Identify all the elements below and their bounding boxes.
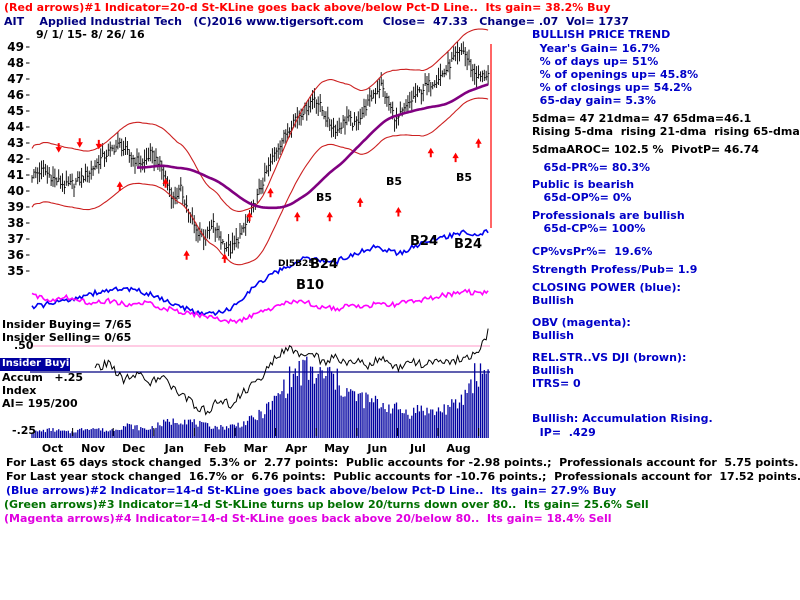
svg-text:B24: B24 (310, 257, 338, 272)
svg-text:38: 38 (7, 216, 24, 230)
itrs-value: ITRS= 0 (532, 377, 581, 390)
upper-band (31, 28, 489, 212)
level-neg25-label: -.25 (12, 424, 37, 437)
svg-text:48: 48 (7, 56, 24, 70)
svg-text:43: 43 (7, 136, 24, 150)
level-lines (30, 345, 490, 373)
svg-text:47: 47 (7, 72, 24, 86)
svg-text:39: 39 (7, 200, 24, 214)
svg-text:41: 41 (7, 168, 24, 182)
index-label: Index (2, 384, 37, 397)
svg-text:B5: B5 (316, 191, 332, 204)
green-arrows-signal-legend: (Green arrows)#3 Indicator=14-d St-KLine… (4, 498, 649, 511)
obv-header: OBV (magenta): (532, 316, 631, 329)
strength-ratio: Strength Profess/Pub= 1.9 (532, 263, 698, 276)
ticker-info-line: AIT Applied Industrial Tech (C)2016 www.… (4, 15, 629, 28)
red-arrows-signal-legend: (Red arrows)#1 Indicator=20-d St-KLine g… (4, 1, 611, 14)
blue-arrows-signal-legend: (Blue arrows)#2 Indicator=14-d St-KLine … (6, 484, 617, 497)
years-gain: Year's Gain= 16.7% (532, 42, 660, 55)
pct-closings-up: % of closings up= 54.2% (532, 81, 692, 94)
svg-text:36: 36 (7, 248, 24, 262)
cp-vs-pr: CP%vsPr%= 19.6% (532, 245, 653, 258)
svg-text:B24: B24 (454, 237, 482, 252)
relstr-state: Bullish (532, 364, 574, 377)
price-bars (31, 41, 490, 259)
price-axis-labels: 49 48 47 46 45 44 43 42 41 40 39 38 37 36 35 (7, 40, 30, 278)
relstr-header: REL.STR..VS DJI (brown): (532, 351, 687, 364)
obv-state: Bullish (532, 329, 574, 342)
public-sentiment: Public is bearish (532, 178, 635, 191)
trend-title: BULLISH PRICE TREND (532, 28, 671, 41)
svg-text:May: May (324, 442, 349, 455)
ip-value: IP= .429 (532, 426, 596, 439)
closing-power-state: Bullish (532, 294, 574, 307)
accumulation-bars (31, 356, 489, 438)
dma-rising: Rising 5-dma rising 21-dma rising 65-dma (532, 125, 800, 138)
svg-text:35: 35 (7, 264, 24, 278)
svg-text:44: 44 (7, 120, 24, 134)
insider-buying-count: Insider Buying= 7/65 (2, 318, 132, 331)
footer-year-summary: For Last year stock changed 16.7% or 6.7… (6, 470, 800, 483)
op65: 65d-OP%= 0% (532, 191, 632, 204)
gain-65day: 65-day gain= 5.3% (532, 94, 656, 107)
ma-65-line (137, 83, 489, 210)
svg-text:37: 37 (7, 232, 24, 246)
svg-text:Feb: Feb (204, 442, 227, 455)
svg-text:Aug: Aug (446, 442, 470, 455)
month-axis-labels: Oct Nov Dec Jan Feb Mar Apr May Jun Jul Aug (42, 428, 480, 455)
buy-arrows (116, 138, 482, 263)
svg-text:45: 45 (7, 104, 24, 118)
ai-value: AI= 195/200 (2, 397, 78, 410)
sell-arrows (55, 138, 102, 153)
date-range-label: 9/ 1/ 15- 8/ 26/ 16 (36, 28, 145, 41)
svg-text:DI5B25: DI5B25 (278, 259, 314, 269)
accum-label: Accum +.25 (2, 371, 84, 384)
svg-text:Jun: Jun (366, 442, 387, 455)
closing-power-header: CLOSING POWER (blue): (532, 281, 681, 294)
svg-text:B24: B24 (410, 234, 438, 249)
svg-text:Oct: Oct (42, 442, 63, 455)
svg-text:Mar: Mar (244, 442, 268, 455)
dma-values: 5dma= 47 21dma= 47 65dma=46.1 (532, 112, 752, 125)
insider-selling-count: Insider Selling= 0/65 (2, 331, 132, 344)
obv-line (31, 288, 489, 325)
insider-buying-box: Insider Buying (0, 358, 84, 371)
svg-text:40: 40 (7, 184, 24, 198)
footer-65day-summary: For Last 65 days stock changed 5.3% or 2… (6, 456, 799, 469)
pct-openings-up: % of openings up= 45.8% (532, 68, 699, 81)
pr65: 65d-PR%= 80.3% (532, 161, 650, 174)
lower-band (31, 97, 489, 266)
svg-text:46: 46 (7, 88, 24, 102)
svg-text:B5: B5 (456, 171, 472, 184)
pct-days-up: % of days up= 51% (532, 55, 659, 68)
svg-text:49: 49 (7, 40, 24, 54)
professionals-sentiment: Professionals are bullish (532, 209, 685, 222)
svg-text:B10: B10 (296, 278, 324, 293)
svg-text:Apr: Apr (285, 442, 307, 455)
aroc-pivot: 5dmaAROC= 102.5 % PivotP= 46.74 (532, 143, 759, 156)
svg-text:Jul: Jul (409, 442, 426, 455)
svg-text:Nov: Nov (81, 442, 106, 455)
svg-text:Dec: Dec (122, 442, 145, 455)
cp65: 65d-CP%= 100% (532, 222, 646, 235)
accumulation-state: Bullish: Accumulation Rising. (532, 412, 713, 425)
svg-text:B5: B5 (386, 175, 402, 188)
svg-text:Jan: Jan (164, 442, 184, 455)
closing-power-line (31, 229, 489, 317)
relative-strength-line (94, 328, 489, 416)
svg-text:42: 42 (7, 152, 24, 166)
magenta-arrows-signal-legend: (Magenta arrows)#4 Indicator=14-d St-KLi… (4, 512, 612, 525)
level-50-label: .50 (14, 339, 34, 352)
